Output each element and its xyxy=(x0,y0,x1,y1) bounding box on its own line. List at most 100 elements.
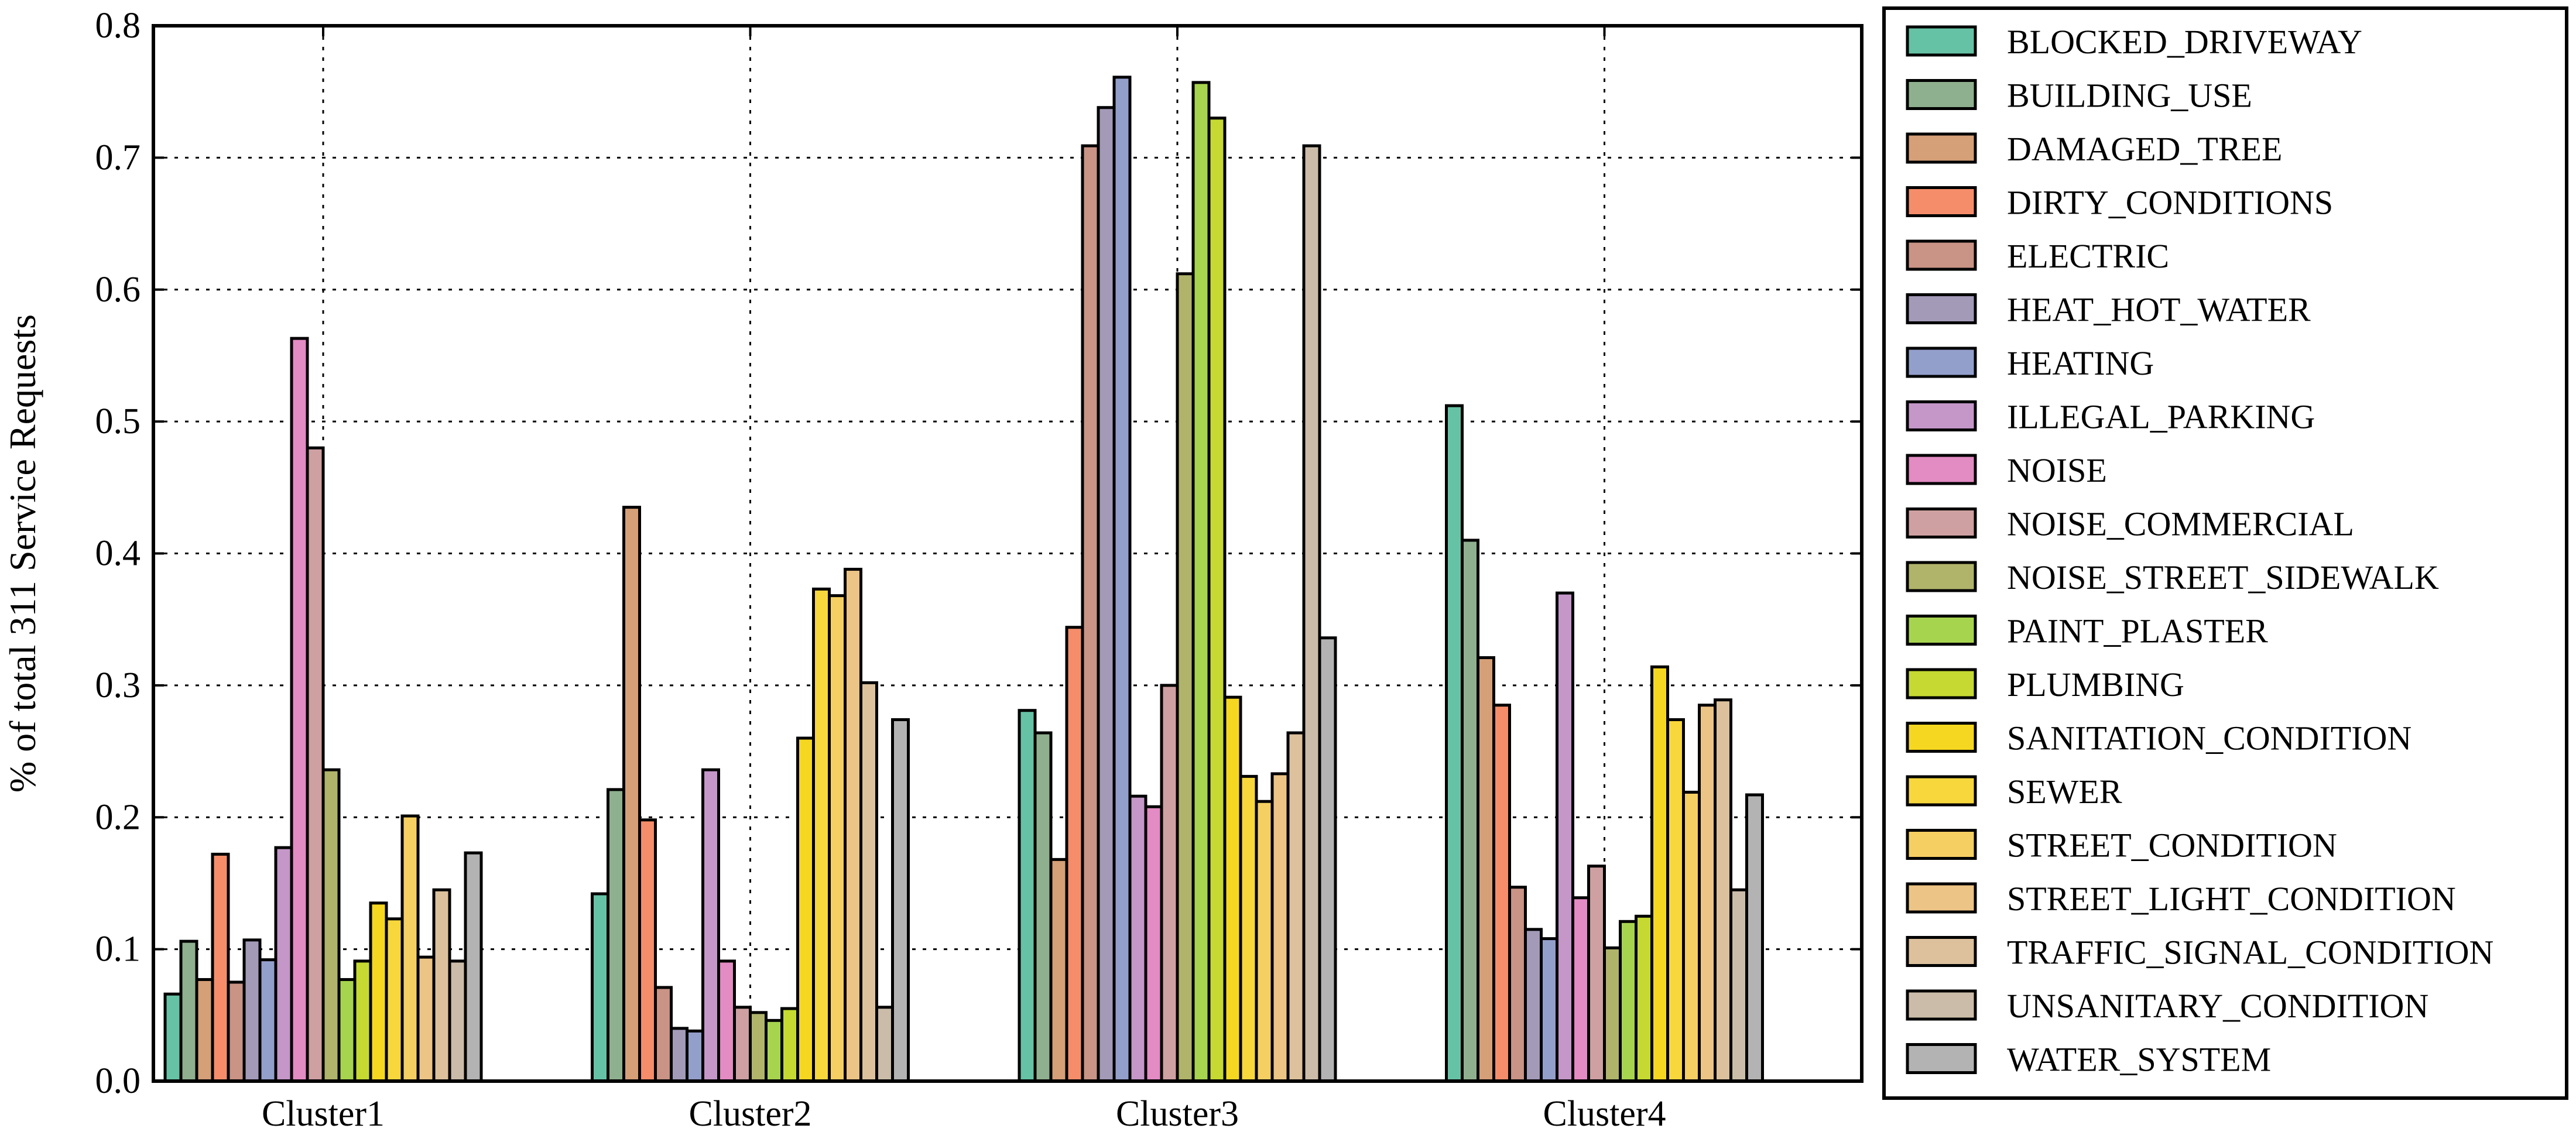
bar-building-use-cluster2 xyxy=(607,788,625,1083)
y-tick-label: 0.8 xyxy=(95,6,141,46)
bar-heating-cluster2 xyxy=(686,1029,704,1083)
bar-noise-street-sidewalk-cluster4 xyxy=(1603,946,1622,1083)
legend-swatch xyxy=(1906,454,1977,485)
bar-street-light-condition-cluster3 xyxy=(1270,772,1290,1083)
bar-heating-cluster1 xyxy=(258,958,278,1083)
bar-heating-cluster4 xyxy=(1540,937,1558,1083)
legend-label: BUILDING_USE xyxy=(2007,77,2252,115)
legend-label: NOISE_STREET_SIDEWALK xyxy=(2007,558,2439,596)
bar-unsanitary-condition-cluster2 xyxy=(875,1006,894,1083)
bar-heat-hot-water-cluster1 xyxy=(242,938,262,1083)
bar-traffic-signal-condition-cluster3 xyxy=(1286,731,1306,1083)
x-tick-label: Cluster1 xyxy=(262,1094,385,1134)
legend-label: BLOCKED_DRIVEWAY xyxy=(2007,23,2362,61)
bar-building-use-cluster1 xyxy=(179,939,198,1083)
legend-label: NOISE_COMMERCIAL xyxy=(2007,505,2354,543)
legend-label: HEAT_HOT_WATER xyxy=(2007,291,2311,329)
legend-label: SANITATION_CONDITION xyxy=(2007,719,2411,757)
bar-illegal-parking-cluster1 xyxy=(274,846,293,1083)
y-tick-label: 0.3 xyxy=(95,666,141,705)
bar-noise-commercial-cluster2 xyxy=(733,1006,752,1083)
bar-illegal-parking-cluster3 xyxy=(1128,794,1147,1083)
bar-street-light-condition-cluster4 xyxy=(1698,704,1717,1083)
bar-water-system-cluster2 xyxy=(891,718,910,1083)
y-tick-label: 0.0 xyxy=(95,1061,141,1101)
bar-street-light-condition-cluster2 xyxy=(844,568,862,1083)
legend-label: TRAFFIC_SIGNAL_CONDITION xyxy=(2007,934,2493,972)
bar-building-use-cluster3 xyxy=(1033,731,1053,1083)
legend-swatch xyxy=(1906,615,1977,646)
legend-box xyxy=(1882,6,2568,1100)
bar-unsanitary-condition-cluster1 xyxy=(448,959,467,1083)
bar-sanitation-condition-cluster3 xyxy=(1223,695,1242,1083)
bar-heating-cluster3 xyxy=(1112,76,1132,1083)
legend-swatch xyxy=(1906,561,1977,592)
bar-plumbing-cluster1 xyxy=(353,959,372,1083)
bar-plumbing-cluster3 xyxy=(1207,116,1227,1083)
bar-sanitation-condition-cluster4 xyxy=(1650,665,1669,1083)
bar-sewer-cluster1 xyxy=(385,917,404,1083)
legend-swatch xyxy=(1906,79,1977,110)
bar-dirty-conditions-cluster3 xyxy=(1065,626,1084,1083)
bar-noise-cluster2 xyxy=(717,959,736,1083)
bar-noise-commercial-cluster1 xyxy=(306,446,325,1083)
bar-water-system-cluster4 xyxy=(1745,793,1764,1083)
bar-traffic-signal-condition-cluster1 xyxy=(432,888,451,1083)
legend: BLOCKED_DRIVEWAY BUILDING_USE DAMAGED_TREE… xyxy=(1882,6,2568,1100)
bar-noise-cluster4 xyxy=(1571,896,1590,1083)
x-tick-label: Cluster2 xyxy=(688,1094,811,1134)
bar-damaged-tree-cluster4 xyxy=(1477,656,1495,1083)
legend-label: ILLEGAL_PARKING xyxy=(2007,398,2315,436)
bar-dirty-conditions-cluster4 xyxy=(1492,704,1511,1083)
bar-noise-cluster3 xyxy=(1144,805,1163,1083)
legend-label: NOISE xyxy=(2007,451,2107,489)
bar-water-system-cluster1 xyxy=(464,851,483,1083)
bar-water-system-cluster3 xyxy=(1318,636,1337,1083)
bar-unsanitary-condition-cluster4 xyxy=(1729,888,1748,1083)
legend-swatch xyxy=(1906,989,1977,1021)
bar-dirty-conditions-cluster1 xyxy=(211,852,230,1083)
x-tick-label: Cluster3 xyxy=(1116,1094,1239,1134)
bar-damaged-tree-cluster2 xyxy=(622,506,641,1083)
bar-blocked-driveway-cluster4 xyxy=(1445,404,1464,1083)
bar-street-condition-cluster4 xyxy=(1682,790,1701,1083)
bar-damaged-tree-cluster1 xyxy=(195,978,214,1083)
legend-swatch xyxy=(1906,668,1977,699)
legend-swatch xyxy=(1906,347,1977,378)
legend-label: WATER_SYSTEM xyxy=(2007,1041,2271,1079)
bar-blocked-driveway-cluster2 xyxy=(591,892,609,1083)
bar-noise-cluster1 xyxy=(290,337,309,1083)
bar-traffic-signal-condition-cluster2 xyxy=(859,681,878,1083)
legend-label: DAMAGED_TREE xyxy=(2007,130,2282,168)
bar-traffic-signal-condition-cluster4 xyxy=(1714,698,1732,1083)
legend-swatch xyxy=(1906,829,1977,860)
bar-paint-plaster-cluster2 xyxy=(765,1018,783,1083)
y-tick-label: 0.6 xyxy=(95,270,141,310)
x-axis: Cluster1 Cluster2 Cluster3 Cluster4 xyxy=(262,26,1666,1134)
y-tick-label: 0.2 xyxy=(95,797,141,837)
bar-building-use-cluster4 xyxy=(1461,539,1479,1083)
bar-sewer-cluster3 xyxy=(1239,774,1258,1083)
legend-label: PAINT_PLASTER xyxy=(2007,612,2268,650)
bar-electric-cluster4 xyxy=(1508,886,1527,1083)
bar-street-condition-cluster2 xyxy=(828,594,847,1083)
bar-electric-cluster3 xyxy=(1081,144,1100,1083)
bar-noise-commercial-cluster4 xyxy=(1587,865,1606,1083)
y-axis: 0.0 0.1 0.2 0.3 0.4 0.5 0.6 0.7 0.8 xyxy=(95,6,1862,1101)
bar-sanitation-condition-cluster2 xyxy=(796,736,815,1083)
bar-plumbing-cluster4 xyxy=(1635,914,1653,1083)
legend-label: UNSANITARY_CONDITION xyxy=(2007,987,2428,1025)
legend-label: HEATING xyxy=(2007,344,2154,382)
bar-street-condition-cluster3 xyxy=(1255,800,1274,1083)
y-tick-label: 0.4 xyxy=(95,534,141,574)
bar-noise-street-sidewalk-cluster1 xyxy=(321,768,341,1083)
bar-noise-street-sidewalk-cluster2 xyxy=(749,1011,768,1083)
legend-label: STREET_CONDITION xyxy=(2007,827,2337,865)
legend-swatch xyxy=(1906,722,1977,753)
legend-swatch xyxy=(1906,186,1977,217)
y-axis-title: % of total 311 Service Requests xyxy=(2,314,43,793)
bar-sewer-cluster4 xyxy=(1666,718,1685,1083)
legend-swatch xyxy=(1906,882,1977,914)
legend-label: SEWER xyxy=(2007,773,2122,811)
